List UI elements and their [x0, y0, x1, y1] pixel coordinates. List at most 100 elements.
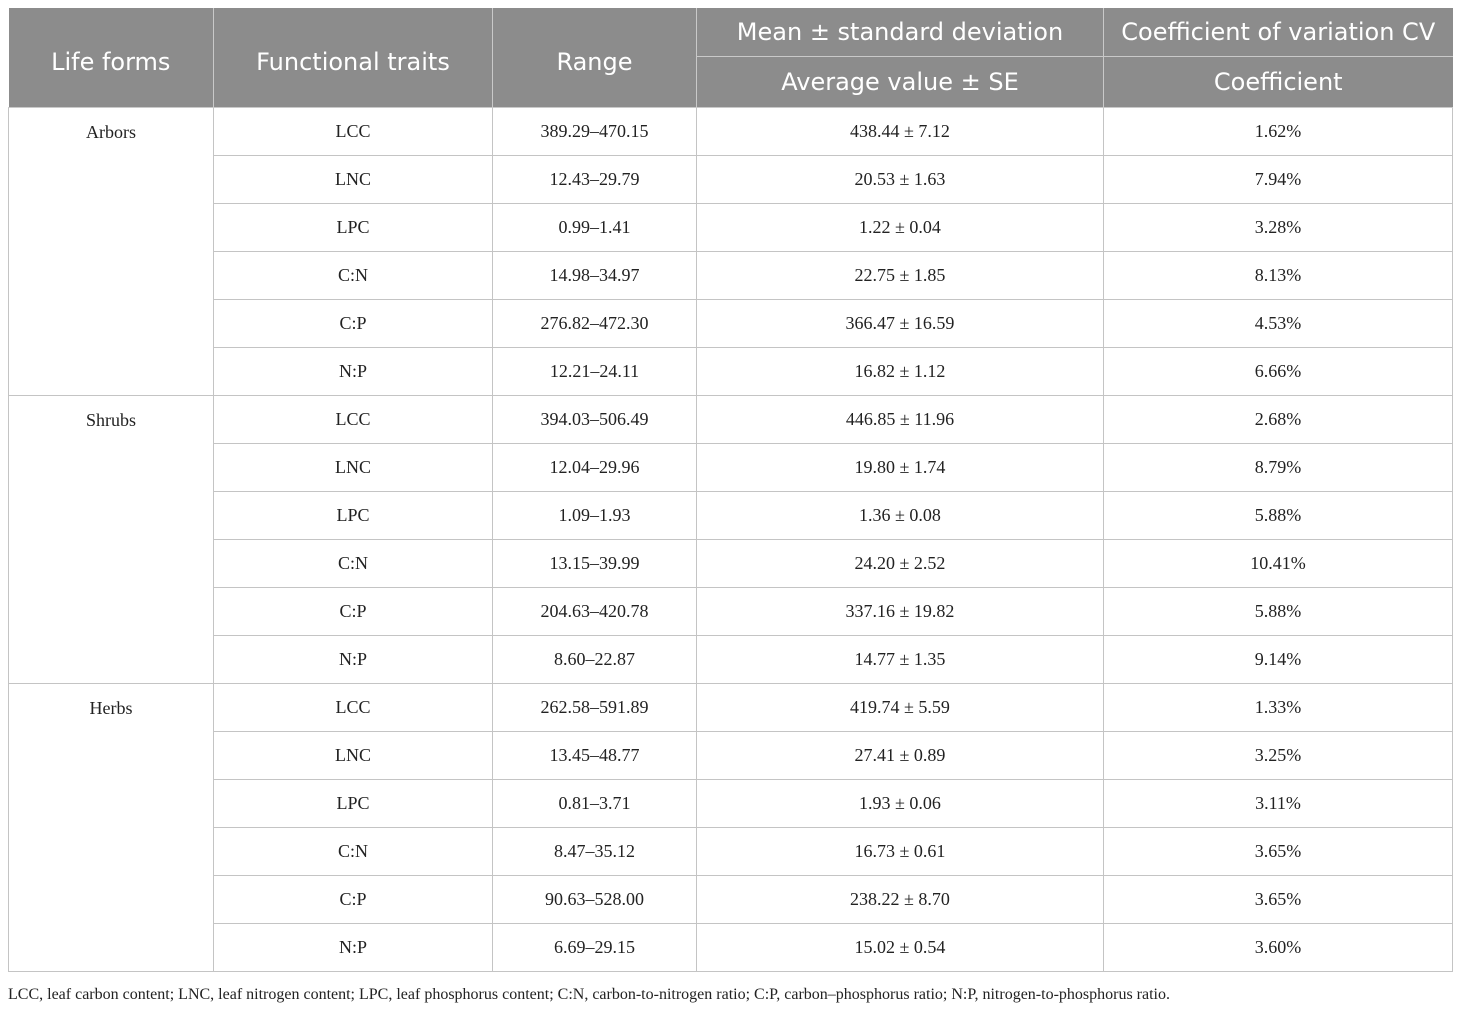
- range-cell: 12.43–29.79: [492, 155, 697, 204]
- mean-se-cell: 366.47 ± 16.59: [696, 299, 1104, 348]
- table-row: C:N 14.98–34.97 22.75 ± 1.85 8.13%: [9, 251, 1453, 300]
- trait-cell: LCC: [213, 683, 493, 732]
- header-functional-traits: Functional traits: [213, 8, 493, 108]
- mean-se-cell: 19.80 ± 1.74: [696, 443, 1104, 492]
- cv-cell: 5.88%: [1103, 491, 1453, 540]
- header-coefficient: Coefficient: [1103, 56, 1453, 108]
- range-cell: 8.60–22.87: [492, 635, 697, 684]
- table-row: N:P 8.60–22.87 14.77 ± 1.35 9.14%: [9, 635, 1453, 684]
- mean-se-cell: 446.85 ± 11.96: [696, 395, 1104, 444]
- trait-cell: LPC: [213, 203, 493, 252]
- range-cell: 6.69–29.15: [492, 923, 697, 972]
- header-cv: Coefficient of variation CV: [1103, 8, 1453, 57]
- mean-se-cell: 14.77 ± 1.35: [696, 635, 1104, 684]
- header-average-se: Average value ± SE: [696, 56, 1104, 108]
- trait-cell: C:N: [213, 251, 493, 300]
- table-row: LPC 0.81–3.71 1.93 ± 0.06 3.11%: [9, 779, 1453, 828]
- mean-se-cell: 438.44 ± 7.12: [696, 107, 1104, 156]
- mean-se-cell: 238.22 ± 8.70: [696, 875, 1104, 924]
- cv-cell: 1.33%: [1103, 683, 1453, 732]
- range-cell: 13.45–48.77: [492, 731, 697, 780]
- cv-cell: 3.11%: [1103, 779, 1453, 828]
- trait-cell: LPC: [213, 779, 493, 828]
- trait-cell: LCC: [213, 395, 493, 444]
- range-cell: 12.04–29.96: [492, 443, 697, 492]
- cv-cell: 6.66%: [1103, 347, 1453, 396]
- trait-cell: LCC: [213, 107, 493, 156]
- header-life-forms: Life forms: [8, 8, 214, 108]
- table-row: LNC 13.45–48.77 27.41 ± 0.89 3.25%: [9, 731, 1453, 780]
- range-cell: 204.63–420.78: [492, 587, 697, 636]
- range-cell: 389.29–470.15: [492, 107, 697, 156]
- table-row: C:N 13.15–39.99 24.20 ± 2.52 10.41%: [9, 539, 1453, 588]
- cv-cell: 2.68%: [1103, 395, 1453, 444]
- mean-se-cell: 1.22 ± 0.04: [696, 203, 1104, 252]
- mean-se-cell: 337.16 ± 19.82: [696, 587, 1104, 636]
- mean-se-cell: 16.82 ± 1.12: [696, 347, 1104, 396]
- table-row: LPC 0.99–1.41 1.22 ± 0.04 3.28%: [9, 203, 1453, 252]
- trait-cell: LNC: [213, 443, 493, 492]
- range-cell: 394.03–506.49: [492, 395, 697, 444]
- range-cell: 12.21–24.11: [492, 347, 697, 396]
- cv-cell: 1.62%: [1103, 107, 1453, 156]
- mean-se-cell: 22.75 ± 1.85: [696, 251, 1104, 300]
- table-header: Life forms Functional traits Range Mean …: [8, 8, 1453, 108]
- table-row: C:P 276.82–472.30 366.47 ± 16.59 4.53%: [9, 299, 1453, 348]
- mean-se-cell: 16.73 ± 0.61: [696, 827, 1104, 876]
- cv-cell: 3.65%: [1103, 827, 1453, 876]
- header-range: Range: [492, 8, 697, 108]
- range-cell: 0.81–3.71: [492, 779, 697, 828]
- table-row: C:N 8.47–35.12 16.73 ± 0.61 3.65%: [9, 827, 1453, 876]
- trait-cell: N:P: [213, 635, 493, 684]
- mean-se-cell: 1.36 ± 0.08: [696, 491, 1104, 540]
- life-form-cell: Shrubs: [8, 395, 214, 684]
- header-mean-sd: Mean ± standard deviation: [696, 8, 1104, 57]
- cv-cell: 7.94%: [1103, 155, 1453, 204]
- cv-cell: 5.88%: [1103, 587, 1453, 636]
- range-cell: 0.99–1.41: [492, 203, 697, 252]
- trait-cell: C:N: [213, 539, 493, 588]
- table-row: N:P 6.69–29.15 15.02 ± 0.54 3.60%: [9, 923, 1453, 972]
- cv-cell: 3.28%: [1103, 203, 1453, 252]
- trait-cell: C:N: [213, 827, 493, 876]
- mean-se-cell: 1.93 ± 0.06: [696, 779, 1104, 828]
- cv-cell: 3.25%: [1103, 731, 1453, 780]
- range-cell: 276.82–472.30: [492, 299, 697, 348]
- mean-se-cell: 15.02 ± 0.54: [696, 923, 1104, 972]
- table-row: C:P 204.63–420.78 337.16 ± 19.82 5.88%: [9, 587, 1453, 636]
- table-row: Arbors LCC 389.29–470.15 438.44 ± 7.12 1.62%: [8, 107, 1453, 396]
- table-row: LPC 1.09–1.93 1.36 ± 0.08 5.88%: [9, 491, 1453, 540]
- trait-cell: N:P: [213, 923, 493, 972]
- cv-cell: 3.60%: [1103, 923, 1453, 972]
- traits-table: Life forms Functional traits Range Mean …: [8, 8, 1453, 972]
- table-row: Herbs LCC 262.58–591.89 419.74 ± 5.59 1.33%: [8, 683, 1453, 972]
- mean-se-cell: 24.20 ± 2.52: [696, 539, 1104, 588]
- cv-cell: 3.65%: [1103, 875, 1453, 924]
- cv-cell: 9.14%: [1103, 635, 1453, 684]
- life-form-cell: Herbs: [8, 683, 214, 972]
- trait-cell: LNC: [213, 155, 493, 204]
- cv-cell: 8.79%: [1103, 443, 1453, 492]
- cv-cell: 10.41%: [1103, 539, 1453, 588]
- table-body: Arbors LCC 389.29–470.15 438.44 ± 7.12 1.62%…: [8, 107, 1453, 972]
- range-cell: 13.15–39.99: [492, 539, 697, 588]
- life-form-cell: Arbors: [8, 107, 214, 396]
- range-cell: 8.47–35.12: [492, 827, 697, 876]
- range-cell: 262.58–591.89: [492, 683, 697, 732]
- range-cell: 1.09–1.93: [492, 491, 697, 540]
- range-cell: 90.63–528.00: [492, 875, 697, 924]
- cv-cell: 4.53%: [1103, 299, 1453, 348]
- trait-cell: N:P: [213, 347, 493, 396]
- table-row: C:P 90.63–528.00 238.22 ± 8.70 3.65%: [9, 875, 1453, 924]
- mean-se-cell: 20.53 ± 1.63: [696, 155, 1104, 204]
- trait-cell: C:P: [213, 875, 493, 924]
- mean-se-cell: 419.74 ± 5.59: [696, 683, 1104, 732]
- table-row: Shrubs LCC 394.03–506.49 446.85 ± 11.96 2.68…: [8, 395, 1453, 684]
- table-row: LNC 12.43–29.79 20.53 ± 1.63 7.94%: [9, 155, 1453, 204]
- trait-cell: LPC: [213, 491, 493, 540]
- cv-cell: 8.13%: [1103, 251, 1453, 300]
- table-row: N:P 12.21–24.11 16.82 ± 1.12 6.66%: [9, 347, 1453, 396]
- table-footnote: LCC, leaf carbon content; LNC, leaf nitr…: [8, 986, 1170, 1003]
- trait-cell: C:P: [213, 299, 493, 348]
- trait-cell: C:P: [213, 587, 493, 636]
